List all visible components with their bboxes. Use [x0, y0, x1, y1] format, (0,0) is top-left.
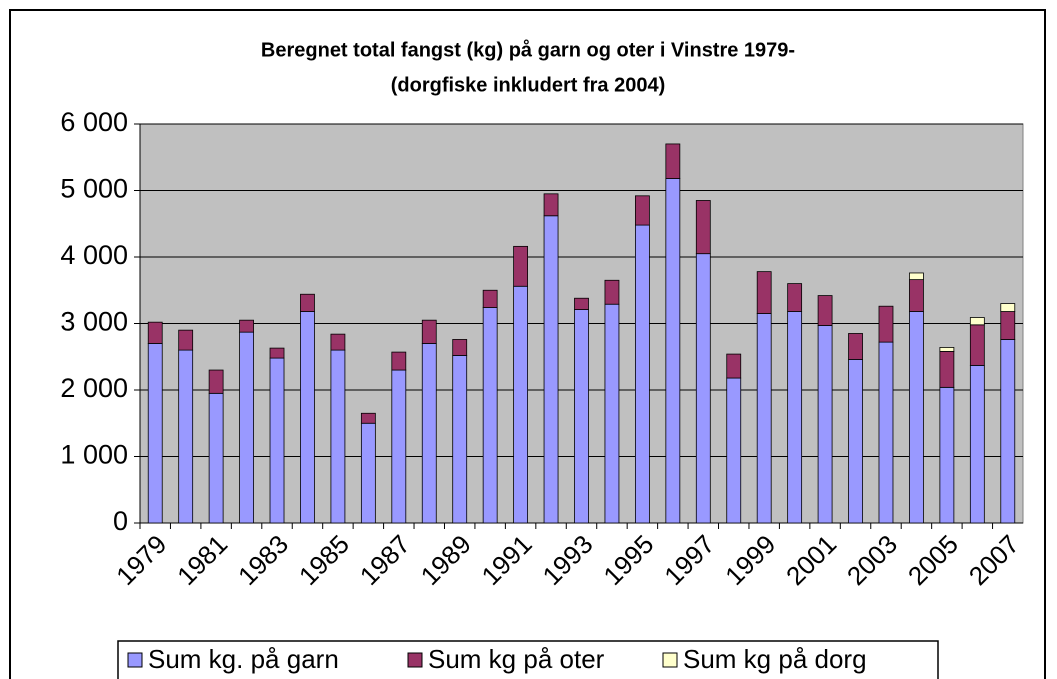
bar-segment	[848, 333, 863, 360]
y-tick-label: 6 000	[60, 107, 128, 137]
bar-segment	[452, 339, 468, 356]
bar-segment	[239, 331, 254, 524]
legend-box	[117, 640, 939, 679]
bar-segment	[939, 347, 955, 352]
bar-segment	[665, 178, 681, 524]
bar-segment	[147, 343, 163, 524]
bar-segment	[300, 293, 315, 312]
bar-segment	[178, 349, 194, 524]
bar-segment	[482, 289, 498, 308]
bar-segment	[208, 369, 224, 394]
bar-segment	[939, 386, 955, 524]
bar-segment	[969, 364, 985, 524]
chart-subtitle: (dorgfiske inkludert fra 2004)	[391, 74, 666, 96]
bar-segment	[391, 369, 407, 524]
bar-segment	[574, 309, 589, 524]
bar-segment	[513, 245, 529, 287]
y-tick-label: 3 000	[60, 307, 128, 337]
bar-segment	[695, 253, 711, 524]
y-tick-label: 1 000	[60, 440, 128, 470]
y-tick-label: 0	[113, 506, 128, 536]
bar-segment	[269, 357, 285, 524]
bar-segment	[787, 283, 803, 312]
legend-label: Sum kg på dorg	[683, 644, 867, 674]
bar-segment	[1000, 311, 1016, 340]
bar-segment	[909, 311, 924, 524]
bar-segment	[391, 351, 407, 371]
bar-segment	[634, 195, 650, 226]
bar-segment	[330, 333, 346, 351]
bar-segment	[756, 271, 772, 314]
bar-segment	[421, 319, 437, 344]
bar-segment	[695, 200, 711, 255]
bar-segment	[726, 377, 742, 524]
bar-segment	[421, 343, 437, 524]
bar-segment	[726, 353, 742, 379]
bar-segment	[300, 311, 315, 524]
bar-segment	[178, 329, 194, 351]
bar-segment	[513, 285, 529, 524]
bar-segment	[543, 193, 559, 217]
bar-segment	[848, 359, 863, 524]
bar-segment	[969, 317, 985, 326]
bar-segment	[817, 295, 833, 326]
bar-segment	[147, 321, 163, 344]
bar-segment	[330, 349, 346, 524]
bar-segment	[604, 303, 620, 524]
y-tick-label: 5 000	[60, 174, 128, 204]
legend-label: Sum kg på oter	[428, 644, 605, 674]
bar-segment	[1000, 303, 1016, 312]
bar-segment	[878, 341, 894, 524]
bar-segment	[239, 319, 254, 333]
bar-segment	[939, 351, 955, 388]
legend-swatch	[407, 652, 423, 668]
bar-segment	[482, 307, 498, 524]
bar-segment	[665, 143, 681, 179]
bar-segment	[909, 279, 924, 312]
y-tick-label: 2 000	[60, 373, 128, 403]
bar-segment	[909, 272, 924, 281]
bar-segment	[756, 313, 772, 524]
bar-segment	[360, 412, 376, 424]
bar-segment	[208, 392, 224, 524]
bar-segment	[969, 324, 985, 366]
bar-segment	[360, 422, 376, 524]
y-tick-label: 4 000	[60, 240, 128, 270]
legend-swatch	[127, 652, 143, 668]
bar-segment	[817, 325, 833, 524]
bar-segment	[543, 215, 559, 524]
chart-title: Beregnet total fangst (kg) på garn og ot…	[261, 38, 795, 61]
legend-swatch	[662, 652, 678, 668]
bar-segment	[269, 347, 285, 359]
bar-segment	[634, 224, 650, 524]
bar-segment	[574, 297, 589, 310]
bar-segment	[1000, 339, 1016, 524]
bar-segment	[787, 311, 803, 524]
bar-segment	[604, 279, 620, 305]
bar-segment	[452, 355, 468, 524]
bar-segment	[878, 305, 894, 343]
legend-label: Sum kg. på garn	[148, 644, 339, 674]
